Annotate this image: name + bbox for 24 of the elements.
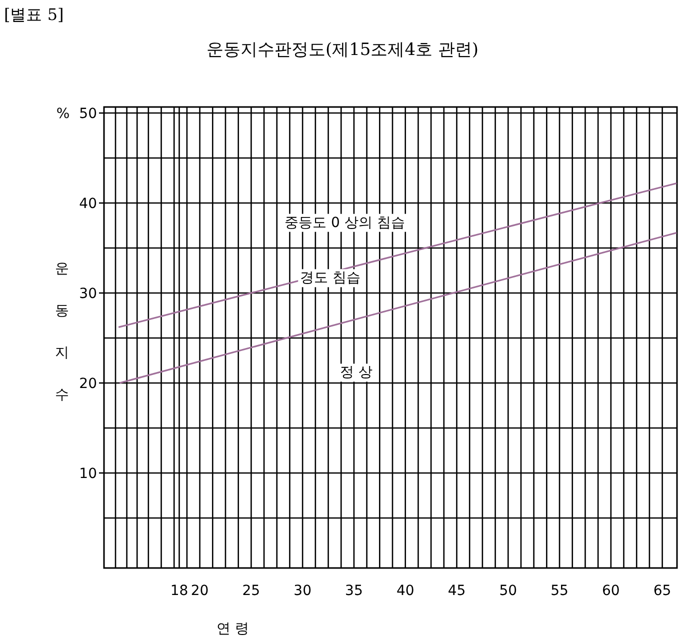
xtick: 20 [190, 583, 209, 599]
x-axis-title: 연 령 [216, 621, 250, 637]
xtick: 55 [550, 583, 568, 599]
xtick: 40 [396, 583, 414, 599]
text: 운동지수 [55, 261, 69, 403]
xtick: 25 [242, 583, 260, 599]
annotation: 중등도 0 상의 침습 [284, 214, 405, 231]
xtick: 35 [345, 583, 363, 599]
xtick: 45 [448, 583, 466, 599]
ytick: 20 [79, 376, 97, 392]
xtick: 30 [294, 583, 312, 599]
ytick: 30 [79, 286, 97, 302]
ytick: 50 [79, 106, 97, 122]
xtick: 18 [170, 583, 188, 599]
annotation: 정 상 [340, 364, 372, 381]
xtick: 65 [653, 583, 672, 599]
xtick: 60 [602, 583, 620, 599]
annotation: 경도 침습 [300, 270, 361, 286]
xtick: 50 [499, 583, 518, 599]
text: % [56, 106, 70, 122]
text: [별표 5] [4, 5, 64, 24]
chart-title: 운동지수판정도(제15조제4호 관련) [206, 40, 479, 60]
ytick: 40 [79, 196, 97, 212]
ytick: 10 [79, 466, 97, 482]
